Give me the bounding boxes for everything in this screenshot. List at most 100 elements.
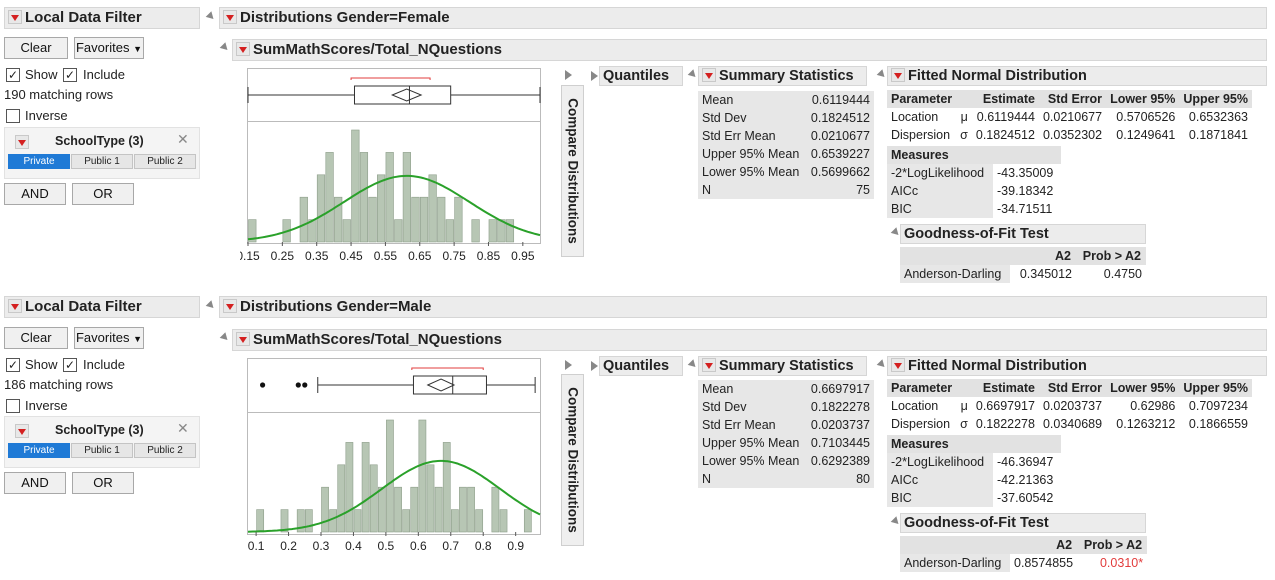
collapsed-disclosure-icon[interactable]: [565, 70, 572, 80]
red-triangle-menu-icon[interactable]: [891, 68, 905, 82]
quantiles-header[interactable]: Quantiles: [599, 356, 683, 376]
and-button[interactable]: AND: [4, 183, 66, 205]
favorites-label: Favorites: [75, 40, 130, 55]
distributions-header[interactable]: Distributions Gender=Female: [219, 7, 1267, 29]
collapsed-disclosure-icon[interactable]: [591, 71, 598, 81]
option-public-1[interactable]: Public 1: [71, 443, 133, 458]
local-data-filter-header[interactable]: Local Data Filter: [4, 296, 200, 318]
table-row: Upper 95% Mean 0.7103445: [698, 434, 874, 452]
fitted-normal-header[interactable]: Fitted Normal Distribution: [887, 66, 1267, 86]
favorites-label: Favorites: [75, 330, 130, 345]
or-button[interactable]: OR: [72, 472, 134, 494]
table-row: BIC -34.71511: [887, 200, 1061, 218]
favorites-dropdown[interactable]: Favorites ▼: [74, 327, 144, 349]
measure-label: BIC: [887, 489, 993, 507]
disclosure-icon[interactable]: [219, 332, 231, 343]
compare-distributions-button[interactable]: Compare Distributions: [561, 85, 584, 257]
gof-title: Goodness-of-Fit Test: [904, 515, 1049, 531]
cell: Location: [891, 110, 939, 124]
local-data-filter-header[interactable]: Local Data Filter: [4, 7, 200, 29]
inverse-label: Inverse: [25, 398, 68, 413]
disclosure-icon[interactable]: [687, 69, 699, 80]
option-public-2[interactable]: Public 2: [134, 154, 196, 169]
schooltype-filter: SchoolType (3) ✕ Private Public 1 Public…: [4, 416, 200, 468]
distributions-header[interactable]: Distributions Gender=Male: [219, 296, 1267, 318]
tick-label: 0.8: [475, 539, 492, 553]
quantiles-title: Quantiles: [603, 68, 670, 84]
tick-label: 0.25: [271, 249, 295, 263]
red-triangle-menu-icon[interactable]: [15, 135, 29, 149]
panel-male: Local Data Filter Clear Favorites ▼ ✓ Sh…: [0, 290, 1275, 580]
table-row: Std Err Mean 0.0203737: [698, 416, 874, 434]
red-triangle-menu-icon[interactable]: [236, 332, 250, 346]
disclosure-icon[interactable]: [876, 69, 888, 80]
compare-distributions-button[interactable]: Compare Distributions: [561, 374, 584, 546]
favorites-dropdown[interactable]: Favorites ▼: [74, 37, 144, 59]
close-icon[interactable]: ✕: [177, 131, 189, 147]
disclosure-icon[interactable]: [205, 300, 217, 311]
red-triangle-menu-icon[interactable]: [15, 424, 29, 438]
disclosure-icon[interactable]: [205, 11, 217, 22]
include-checkbox[interactable]: ✓: [63, 358, 77, 372]
red-triangle-menu-icon[interactable]: [223, 10, 237, 24]
cell: 0.1866559: [1188, 417, 1248, 431]
variable-header[interactable]: SumMathScores/Total_NQuestions: [232, 39, 1267, 61]
disclosure-icon[interactable]: [876, 359, 888, 370]
variable-header[interactable]: SumMathScores/Total_NQuestions: [232, 329, 1267, 351]
col-header: [956, 90, 972, 108]
red-triangle-menu-icon[interactable]: [891, 358, 905, 372]
table-row: BIC -37.60542: [887, 489, 1061, 507]
inverse-checkbox[interactable]: [6, 109, 20, 123]
red-triangle-menu-icon[interactable]: [236, 42, 250, 56]
stat-value: 0.7103445: [804, 434, 874, 452]
close-icon[interactable]: ✕: [177, 420, 189, 436]
disclosure-icon[interactable]: [687, 359, 699, 370]
clear-button[interactable]: Clear: [4, 327, 68, 349]
goodness-of-fit-table: A2 Prob > A2 Anderson-Darling 0.345012 0…: [900, 247, 1146, 283]
histogram-bar: [325, 152, 334, 243]
red-triangle-menu-icon[interactable]: [702, 358, 716, 372]
histogram-bar: [497, 219, 506, 243]
clear-button[interactable]: Clear: [4, 37, 68, 59]
option-public-2[interactable]: Public 2: [134, 443, 196, 458]
quantiles-header[interactable]: Quantiles: [599, 66, 683, 86]
measure-value: -34.71511: [997, 202, 1053, 216]
compare-label: Compare Distributions: [565, 387, 580, 533]
disclosure-icon[interactable]: [219, 42, 231, 53]
measure-label: -2*LogLikelihood: [887, 164, 993, 182]
option-private[interactable]: Private: [8, 154, 70, 169]
table-row: Dispersion σ 0.1824512 0.0352302 0.12496…: [887, 126, 1252, 144]
schooltype-title: SchoolType (3): [55, 134, 144, 148]
show-checkbox[interactable]: ✓: [6, 358, 20, 372]
stat-label: Std Dev: [698, 398, 804, 416]
fitted-normal-header[interactable]: Fitted Normal Distribution: [887, 356, 1267, 376]
stat-label: Mean: [698, 380, 804, 398]
summary-statistics-header[interactable]: Summary Statistics: [698, 356, 867, 376]
show-checkbox[interactable]: ✓: [6, 68, 20, 82]
collapsed-disclosure-icon[interactable]: [565, 360, 572, 370]
dropdown-arrow-icon: ▼: [133, 334, 142, 344]
goodness-of-fit-header[interactable]: Goodness-of-Fit Test: [900, 513, 1146, 533]
table-header-row: Measures: [887, 146, 1061, 164]
or-button[interactable]: OR: [72, 183, 134, 205]
option-private[interactable]: Private: [8, 443, 70, 458]
table-row: Lower 95% Mean 0.6292389: [698, 452, 874, 470]
box-iqr: [412, 375, 487, 395]
table-row: Location μ 0.6697917 0.0203737 0.62986 0…: [887, 397, 1252, 415]
include-checkbox[interactable]: ✓: [63, 68, 77, 82]
red-triangle-menu-icon[interactable]: [223, 299, 237, 313]
red-triangle-menu-icon[interactable]: [8, 299, 22, 313]
inverse-checkbox[interactable]: [6, 399, 20, 413]
red-triangle-menu-icon[interactable]: [702, 68, 716, 82]
table-header-row: Parameter Estimate Std Error Lower 95% U…: [887, 379, 1252, 397]
option-public-1[interactable]: Public 1: [71, 154, 133, 169]
histogram-bar: [428, 174, 437, 243]
histogram-bar: [442, 442, 451, 533]
histogram-bar: [488, 219, 497, 243]
collapsed-disclosure-icon[interactable]: [591, 361, 598, 371]
and-button[interactable]: AND: [4, 472, 66, 494]
goodness-of-fit-header[interactable]: Goodness-of-Fit Test: [900, 224, 1146, 244]
red-triangle-menu-icon[interactable]: [8, 10, 22, 24]
summary-statistics-header[interactable]: Summary Statistics: [698, 66, 867, 86]
histogram-bar: [445, 219, 454, 243]
